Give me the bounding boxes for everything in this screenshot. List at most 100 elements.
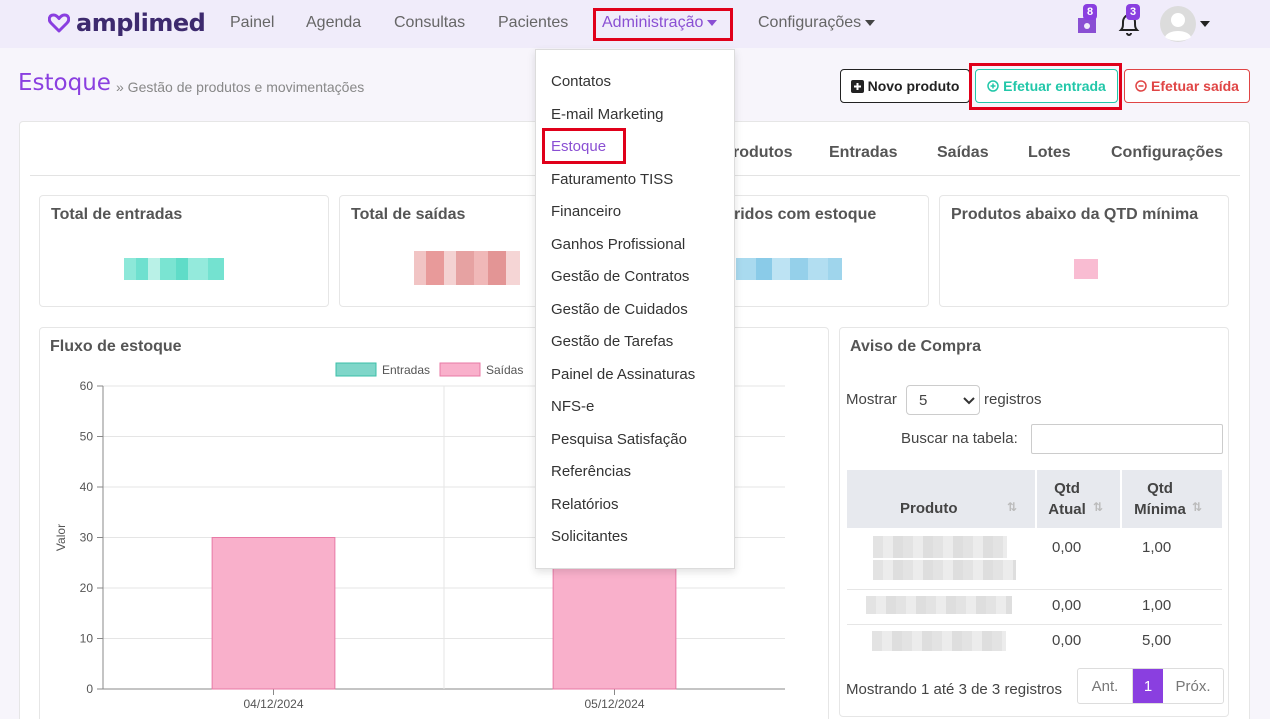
admin-dropdown-menu: Contatos E-mail Marketing Estoque Fatura… [535,49,735,569]
new-product-button[interactable]: Novo produto [840,69,970,103]
column-label: Produto [900,500,958,517]
redacted-value [124,258,224,280]
menu-item-email-marketing[interactable]: E-mail Marketing [551,106,664,123]
y-tick-label: 50 [80,430,94,444]
new-product-label: Novo produto [867,78,960,94]
legend-label: Entradas [382,363,430,377]
y-axis-label: Valor [54,524,68,551]
x-tick-label: 05/12/2024 [584,697,644,711]
menu-item-nfse[interactable]: NFS-e [551,398,595,415]
nav-pacientes[interactable]: Pacientes [498,14,569,31]
minus-circle-icon [1135,80,1147,92]
chevron-down-icon [963,397,975,405]
caret-down-icon [707,19,718,26]
redacted-value [736,258,842,280]
nav-configuracoes-label: Configurações [758,14,862,31]
tab-produtos[interactable]: rodutos [733,144,793,161]
stat-below-min: Produtos abaixo da QTD mínima [939,195,1229,307]
y-tick-label: 40 [80,480,94,494]
tab-lotes[interactable]: Lotes [1028,144,1071,161]
pagination-prev[interactable]: Ant. [1078,669,1133,703]
purchase-panel: Aviso de Compra Mostrar 5 registros Busc… [839,327,1229,717]
plus-circle-icon [987,80,999,92]
y-tick-label: 0 [86,682,93,696]
qtd-atual-cell: 0,00 [1052,597,1082,614]
menu-item-relatorios[interactable]: Relatórios [551,496,619,513]
redacted-product [873,536,1007,558]
nav-consultas[interactable]: Consultas [394,14,466,31]
nav-agenda[interactable]: Agenda [306,14,362,31]
brand-logo[interactable]: amplimed [48,9,206,37]
qtd-minima-cell: 5,00 [1142,632,1172,649]
y-tick-label: 60 [80,379,94,393]
apps-badge: 8 [1083,4,1098,20]
menu-item-financeiro[interactable]: Financeiro [551,203,622,220]
page-size-select[interactable]: 5 [906,385,980,415]
legend-label: Saídas [486,363,523,377]
menu-item-contatos[interactable]: Contatos [551,73,612,90]
stat-total-entries: Total de entradas [39,195,329,307]
y-tick-label: 30 [80,531,94,545]
menu-item-solicitantes[interactable]: Solicitantes [551,528,628,545]
menu-item-faturamento-tiss[interactable]: Faturamento TISS [551,171,674,188]
sort-icon: ⇅ [1192,500,1203,514]
page-title: Estoque [18,70,111,96]
y-tick-label: 10 [80,632,94,646]
exit-button[interactable]: Efetuar saída [1124,69,1250,103]
nav-administracao[interactable]: Administração [602,14,718,32]
redacted-product [872,631,1006,651]
qtd-minima-cell: 1,00 [1142,539,1172,556]
tab-entradas[interactable]: Entradas [829,144,898,161]
tab-configuracoes[interactable]: Configurações [1111,144,1224,161]
plus-square-icon [850,79,864,93]
nav-painel[interactable]: Painel [230,14,275,31]
redacted-product [873,560,1016,580]
stat-title: Total de saídas [351,206,466,223]
menu-item-gestao-contratos[interactable]: Gestão de Contratos [551,268,690,285]
page-size-value: 5 [919,392,928,409]
column-header-qtd-atual[interactable]: Qtd Atual ⇅ [1037,470,1120,528]
notifications-badge: 3 [1126,4,1141,20]
menu-item-gestao-cuidados[interactable]: Gestão de Cuidados [551,301,688,318]
nav-administracao-label: Administração [602,14,704,31]
avatar [1160,6,1196,42]
top-navbar: amplimed Painel Agenda Consultas Pacient… [0,0,1270,48]
qtd-minima-cell: 1,00 [1142,597,1172,614]
stat-title: ridos com estoque [734,206,877,223]
menu-item-estoque[interactable]: Estoque [551,138,607,155]
page-subtitle: » Gestão de produtos e movimentações [116,79,365,95]
column-header-qtd-minima[interactable]: Qtd Mínima ⇅ [1122,470,1222,528]
pagination-next[interactable]: Próx. [1175,677,1211,695]
brand-name: amplimed [76,9,206,37]
legend-swatch [439,362,481,377]
caret-down-icon [1200,21,1210,27]
column-header-produto[interactable]: Produto ⇅ [847,470,1035,528]
menu-item-gestao-tarefas[interactable]: Gestão de Tarefas [551,333,674,350]
nav-configuracoes[interactable]: Configurações [758,14,876,32]
x-tick-label: 04/12/2024 [243,697,303,711]
legend-swatch [335,362,377,377]
menu-item-referencias[interactable]: Referências [551,463,632,480]
column-label: Qtd Mínima [1134,480,1186,518]
qtd-atual-cell: 0,00 [1052,539,1082,556]
menu-item-pesquisa-satisfacao[interactable]: Pesquisa Satisfação [551,431,687,448]
row-divider [847,589,1222,590]
sort-icon: ⇅ [1007,500,1018,514]
stat-title: Total de entradas [51,206,183,223]
row-divider [847,624,1222,625]
entry-button[interactable]: Efetuar entrada [975,69,1118,103]
user-menu[interactable] [1160,6,1210,42]
redacted-value [414,251,520,285]
exit-label: Efetuar saída [1151,78,1239,94]
search-label: Buscar na tabela: [901,430,1018,447]
redacted-value [1074,259,1098,279]
show-label: Mostrar [846,391,897,408]
tab-saidas[interactable]: Saídas [937,144,989,161]
menu-item-ganhos-profissional[interactable]: Ganhos Profissional [551,236,686,253]
qtd-atual-cell: 0,00 [1052,632,1082,649]
sort-icon: ⇅ [1093,500,1104,514]
table-search-input[interactable] [1031,424,1223,454]
pagination-page-1[interactable]: 1 [1133,669,1163,703]
menu-item-painel-assinaturas[interactable]: Painel de Assinaturas [551,366,696,383]
entry-label: Efetuar entrada [1003,78,1106,94]
